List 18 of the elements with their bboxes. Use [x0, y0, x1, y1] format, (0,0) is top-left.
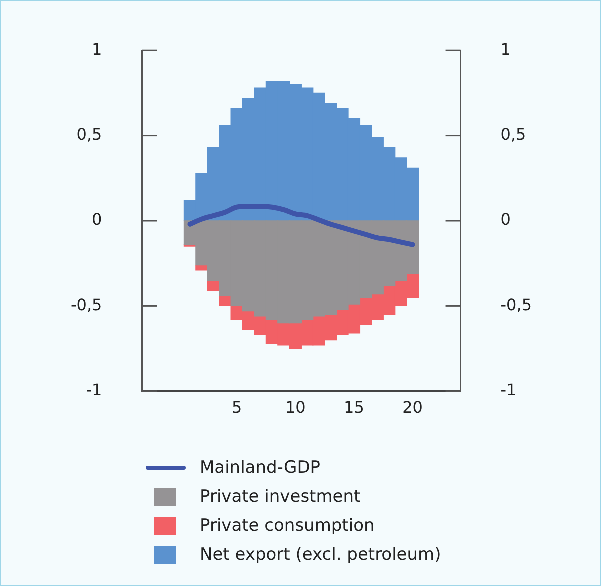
legend-label: Mainland-GDP	[200, 458, 321, 478]
x-tick-label: 10	[285, 398, 306, 418]
legend-label: Private consumption	[200, 516, 375, 536]
x-tick-label: 15	[344, 398, 364, 418]
y-tick-label: 0,5	[76, 124, 102, 144]
x-tick-label: 20	[402, 398, 423, 418]
y-tick-label: -0,5	[71, 295, 102, 314]
y-tick-label: 0	[92, 210, 102, 230]
y-tick-label: -1	[86, 380, 102, 400]
legend-label: Private investment	[200, 486, 361, 506]
y2-tick-label: -0,5	[500, 295, 532, 314]
legend-label: Net export (excl. petroleum)	[200, 544, 442, 564]
y-tick-label: 1	[92, 40, 102, 59]
y2-tick-label: 0,5	[500, 124, 526, 144]
y2-tick-label: -1	[500, 380, 517, 400]
x-tick-label: 5	[232, 398, 242, 418]
y2-tick-label: 1	[500, 40, 511, 59]
y2-tick-label: 0	[500, 210, 511, 230]
